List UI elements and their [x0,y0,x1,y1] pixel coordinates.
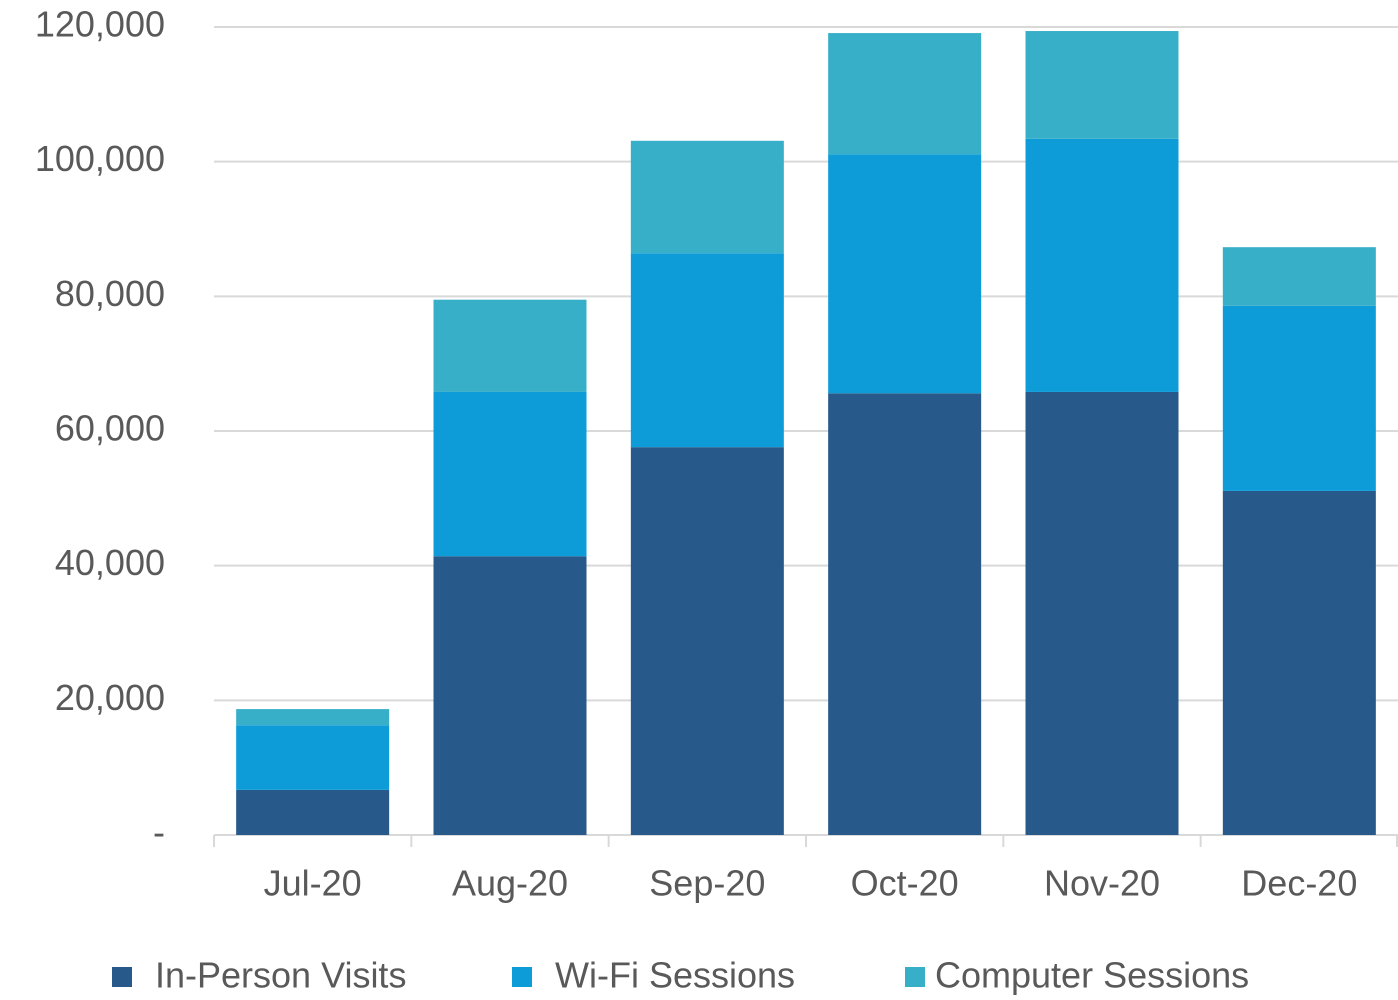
y-tick-label: 80,000 [55,273,165,314]
legend-label: In-Person Visits [155,955,406,996]
y-tick-label: 100,000 [35,138,165,179]
bar-segment [828,393,982,835]
bar-segment [433,391,587,557]
x-tick-label: Dec-20 [1241,863,1357,904]
bar-segment [433,556,587,835]
legend-label: Wi-Fi Sessions [555,955,795,996]
bar-segment [630,447,784,835]
bar-segment [1222,490,1376,835]
x-tick-label: Aug-20 [452,863,568,904]
y-tick-label: 40,000 [55,542,165,583]
bar-segment [236,709,390,726]
x-tick-label: Nov-20 [1044,863,1160,904]
y-tick-label: 60,000 [55,408,165,449]
x-tick-label: Jul-20 [264,863,362,904]
legend-label: Computer Sessions [935,955,1249,996]
y-tick-label: - [153,812,165,853]
y-tick-label: 120,000 [35,4,165,45]
bar-segment [236,789,390,835]
bar-segment [630,140,784,254]
x-tick-label: Sep-20 [649,863,765,904]
y-tick-label: 20,000 [55,677,165,718]
bar-segment [1025,391,1179,835]
bar-segment [1222,305,1376,491]
bar-segment [828,154,982,394]
legend-swatch [512,967,532,987]
legend-swatch [905,967,925,987]
bar-segment [828,33,982,155]
legend-swatch [112,967,132,987]
bar-segment [433,299,587,392]
x-tick-label: Oct-20 [851,863,959,904]
bar-segment [1025,31,1179,139]
bar-segment [630,253,784,448]
bar-segment [236,725,390,790]
bar-segment [1222,247,1376,306]
bar-segment [1025,138,1179,392]
